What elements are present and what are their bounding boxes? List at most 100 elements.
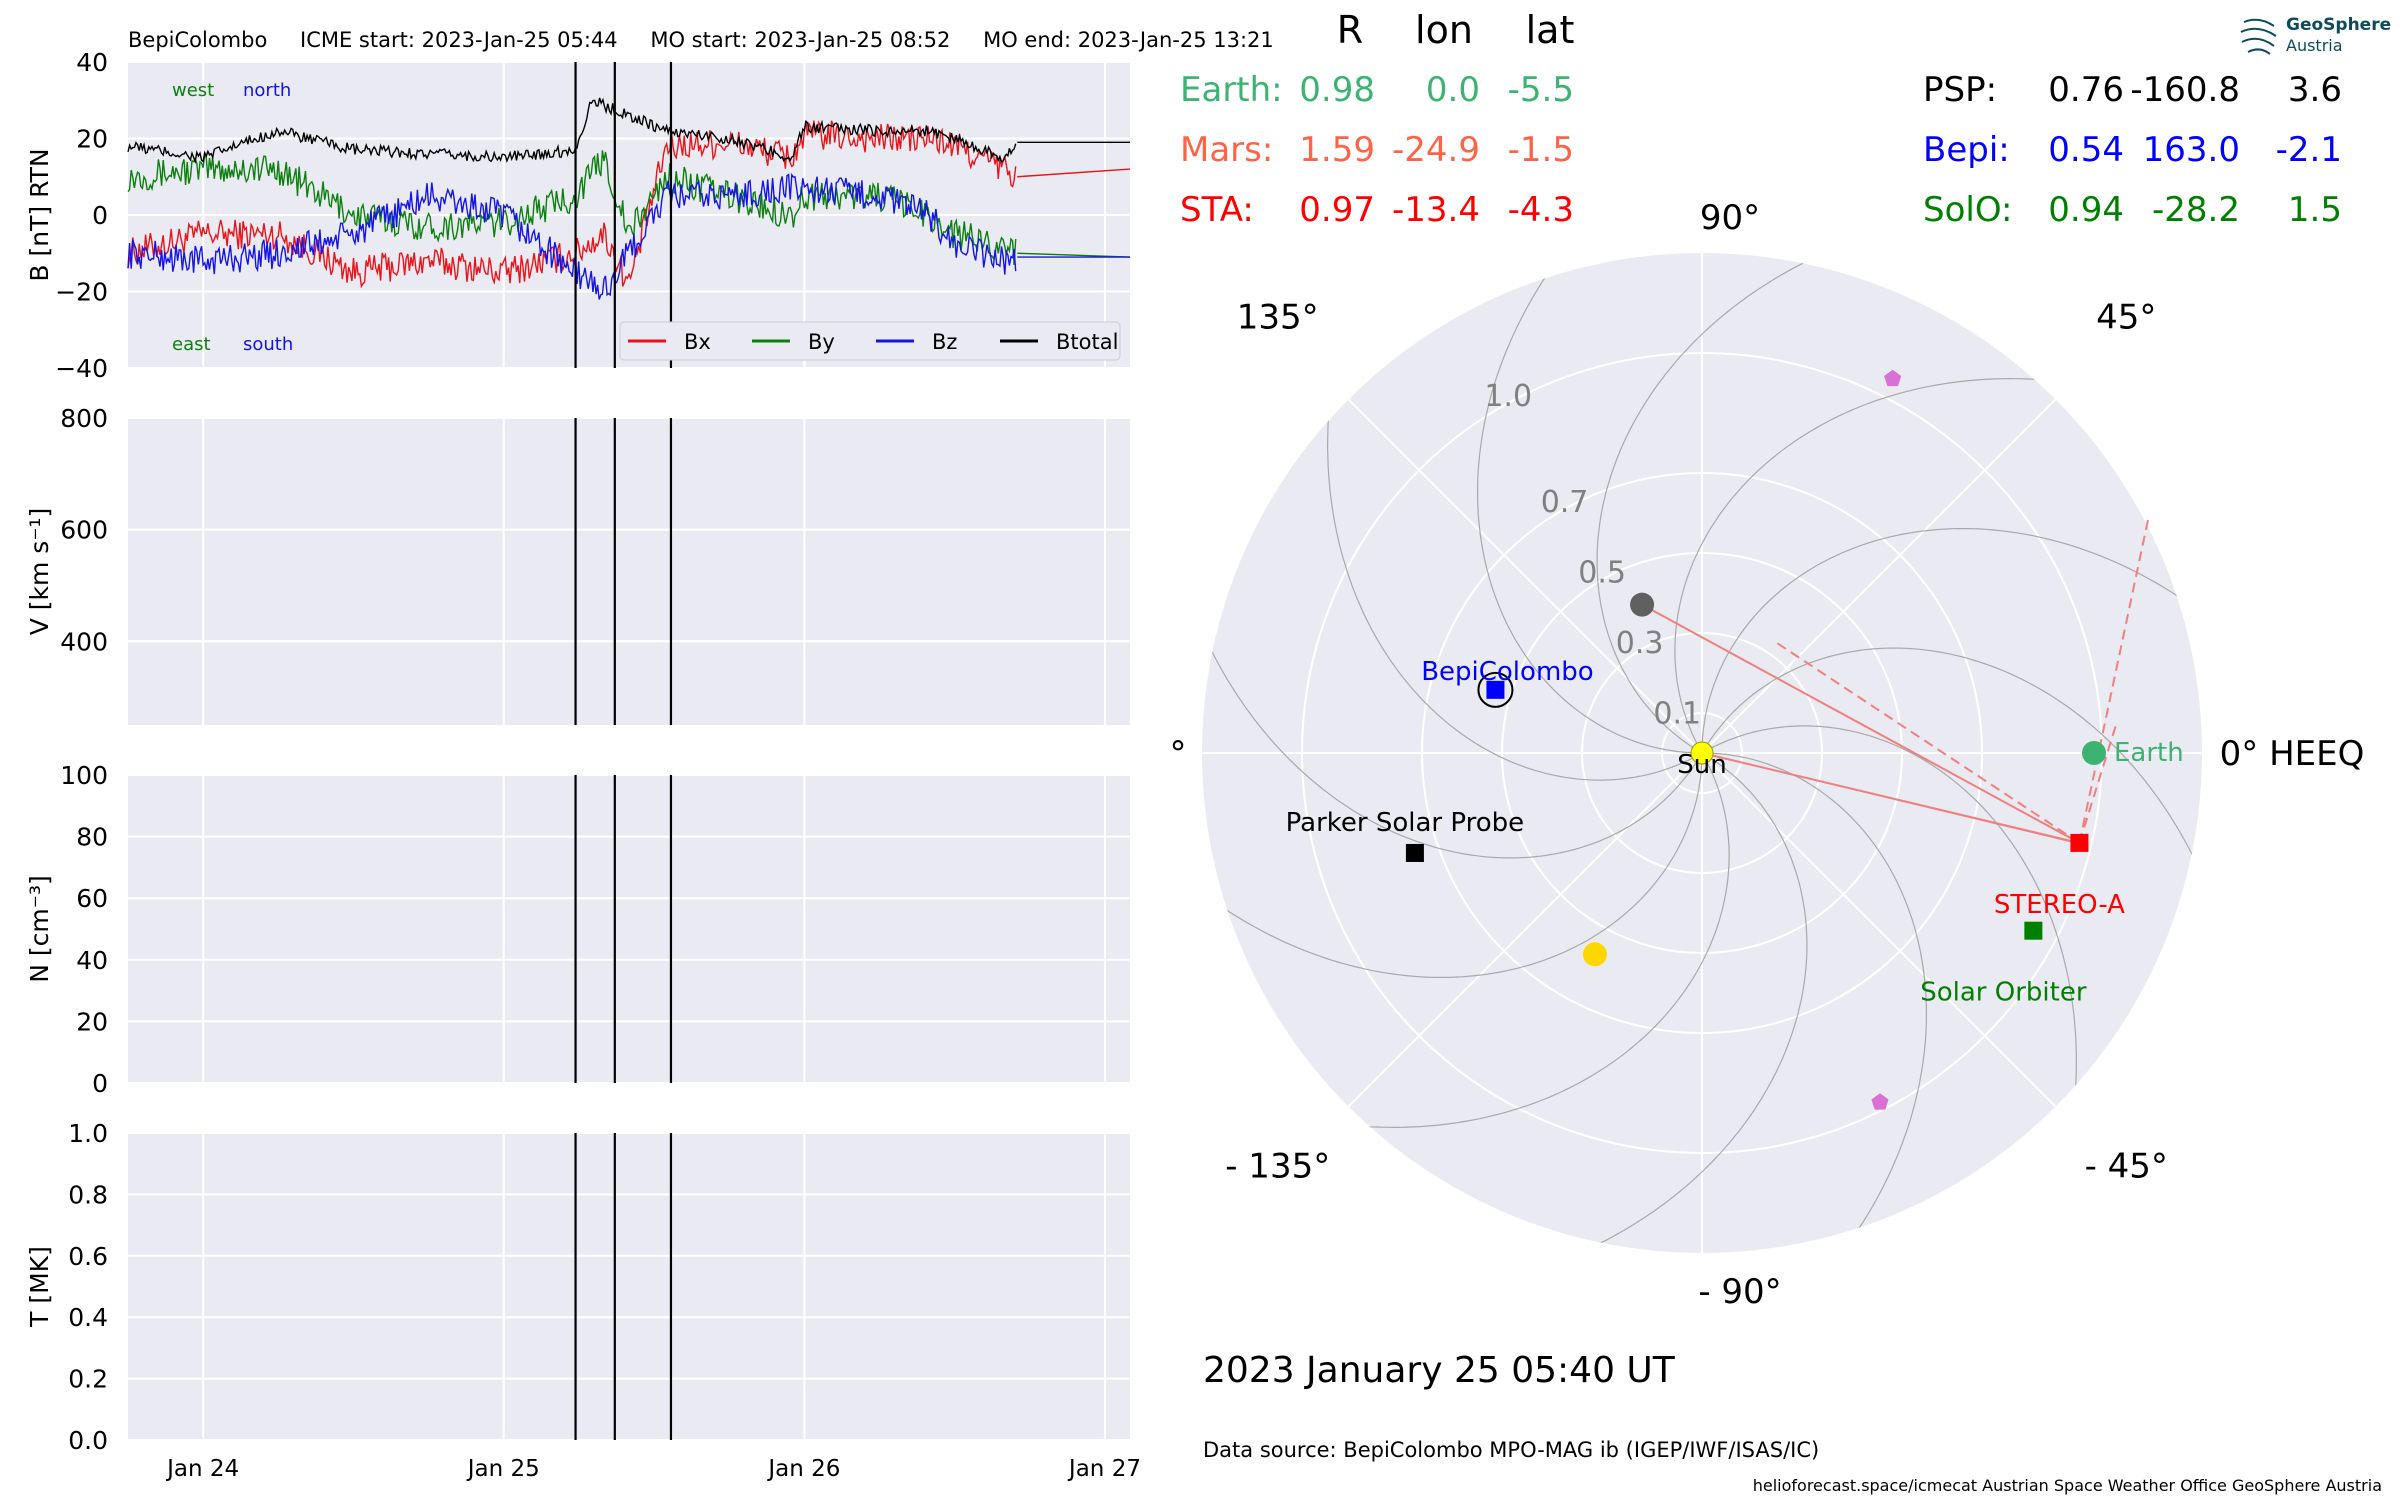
angle-label: 135° (1237, 298, 1319, 338)
row-label-0: Earth: (1180, 70, 1283, 110)
mo-end: MO end: 2023-Jan-25 13:21 (983, 28, 1274, 52)
label-parker-solar-probe: Parker Solar Probe (1286, 808, 1524, 838)
marker-sun (1690, 741, 1714, 765)
panel-3: 100 80 60 40 20 0 N [cm⁻³] (25, 761, 1130, 1098)
angle-grid-spoke (1701, 398, 2057, 754)
y-tick-label: 60 (76, 884, 108, 913)
marker-venus (1582, 942, 1607, 967)
mo-start: MO start: 2023-Jan-25 08:52 (650, 28, 951, 52)
series-btotal (127, 97, 1017, 165)
x-tick-label: Jan 26 (766, 1456, 840, 1482)
annotation-south: south (243, 334, 293, 355)
marker-parker-solar-probe (1405, 843, 1424, 862)
right-row-label-0: PSP: (1923, 70, 1998, 110)
y-axis-label: N [cm⁻³] (25, 875, 54, 982)
series-bx-extrapolation (1017, 168, 1131, 178)
right-row-lat-2: 1.5 (2287, 190, 2342, 230)
data-source: Data source: BepiColombo MPO-MAG ib (IGE… (1203, 1438, 1820, 1462)
y-tick-label: 0.2 (68, 1365, 108, 1394)
right-row-lon-2: -28.2 (2152, 190, 2240, 230)
geosphere-logo: GeoSphere Austria (2236, 12, 2391, 60)
annotation-east: east (172, 334, 211, 355)
series-by (127, 150, 1017, 265)
radial-tick-label: 0.7 (1541, 485, 1589, 520)
right-row-label-2: SolO: (1923, 190, 2013, 230)
panel-background (128, 418, 1130, 725)
legend-label-bz: Bz (932, 330, 957, 354)
label-earth: Earth (2114, 738, 2184, 768)
header-r: R (1336, 8, 1364, 52)
y-tick-label: 20 (76, 125, 108, 154)
row-r-1: 1.59 (1299, 130, 1375, 170)
header-lon: lon (1415, 8, 1473, 52)
row-label-2: STA: (1180, 190, 1254, 230)
right-row-r-0: 0.76 (2048, 70, 2124, 110)
y-tick-label: 0.0 (68, 1426, 108, 1455)
legend-label-btotal: Btotal (1056, 330, 1118, 354)
right-row-lat-0: 3.6 (2287, 70, 2342, 110)
marker-pentagon-a (1884, 369, 1902, 387)
parker-spiral-line (1702, 752, 1928, 1253)
label-bepicolombo: BepiColombo (1421, 657, 1594, 687)
y-tick-label: 0 (92, 1069, 108, 1098)
parker-spiral-line (1202, 753, 1703, 979)
y-tick-label: −20 (55, 278, 108, 307)
logo-line2: Austria (2286, 36, 2343, 55)
y-tick-label: 600 (60, 516, 108, 545)
y-tick-label: 20 (76, 1007, 108, 1036)
parker-spiral-line (1477, 253, 1702, 754)
sta-dashed-line (2078, 519, 2149, 844)
y-tick-label: 1.0 (68, 1119, 108, 1148)
y-tick-label: 40 (76, 48, 108, 77)
parker-spiral-line (1326, 382, 1703, 781)
y-tick-label: 40 (76, 946, 108, 975)
time-series-panels: 40 20 0 −20 −40 B [nT] RTN west north east south B… (25, 48, 1141, 1482)
parker-spiral-line (1674, 377, 2073, 754)
row-lat-1: -1.5 (1507, 130, 1574, 170)
bepi-highlight-ring (1477, 671, 1514, 708)
header-lat: lat (1525, 8, 1575, 52)
parker-spiral-line (1701, 725, 2078, 1124)
annotation-north: north (243, 80, 291, 101)
panel-4: 1.0 0.8 0.6 0.4 0.2 0.0 T [MK] Jan 24 Jan 25 Jan … (25, 1119, 1141, 1482)
angle-label: 90° (1700, 198, 1760, 238)
label-stereo-a: STEREO-A (1994, 890, 2125, 920)
angle-label: - 90° (1698, 1272, 1781, 1312)
y-tick-label: 0.6 (68, 1242, 108, 1271)
marker-pentagon-b (1871, 1093, 1889, 1110)
footer-credits: helioforecast.space/icmecat Austrian Spa… (1752, 1476, 2382, 1495)
date-stamp: 2023 January 25 05:40 UT (1203, 1350, 1675, 1391)
sta-connection-line (1641, 603, 2080, 844)
logo-line1: GeoSphere (2286, 15, 2392, 35)
y-tick-label: 80 (76, 823, 108, 852)
parker-spiral-line (1596, 253, 1839, 754)
sta-dashed-line (2078, 724, 2117, 844)
right-row-lon-0: -160.8 (2130, 70, 2240, 110)
marker-mercury (1630, 592, 1655, 617)
y-tick-label: 0.8 (68, 1180, 108, 1209)
y-axis-label: T [MK] (25, 1246, 54, 1328)
parker-spiral-line (1701, 647, 2202, 890)
y-tick-label: 0 (92, 201, 108, 230)
row-r-2: 0.97 (1299, 190, 1375, 230)
y-tick-label: 100 (60, 761, 108, 790)
angle-label: +/- 180° (1170, 734, 1186, 774)
row-r-0: 0.98 (1299, 70, 1375, 110)
panel-background (128, 1133, 1130, 1440)
spacecraft-name: BepiColombo (128, 28, 268, 52)
row-label-1: Mars: (1180, 130, 1274, 170)
label-sun: Sun (1677, 750, 1726, 780)
right-row-lon-1: 163.0 (2142, 130, 2240, 170)
panel-background (128, 775, 1130, 1083)
radial-tick-label: 0.3 (1616, 626, 1664, 661)
logo-mark-icon (2240, 18, 2277, 55)
angle-label: 0° HEEQ (2220, 734, 2365, 774)
row-lat-2: -4.3 (1507, 190, 1574, 230)
y-tick-label: 0.4 (68, 1303, 108, 1332)
polar-position-plot: 0.1 0.3 0.5 0.7 1.0 0° HEEQ 45° 90° 135° +/- 180°… (1170, 198, 2365, 1312)
right-row-lat-1: -2.1 (2275, 130, 2342, 170)
x-tick-label: Jan 25 (466, 1456, 540, 1482)
y-tick-label: 400 (60, 627, 108, 656)
parker-spiral-line (1565, 752, 1808, 1253)
